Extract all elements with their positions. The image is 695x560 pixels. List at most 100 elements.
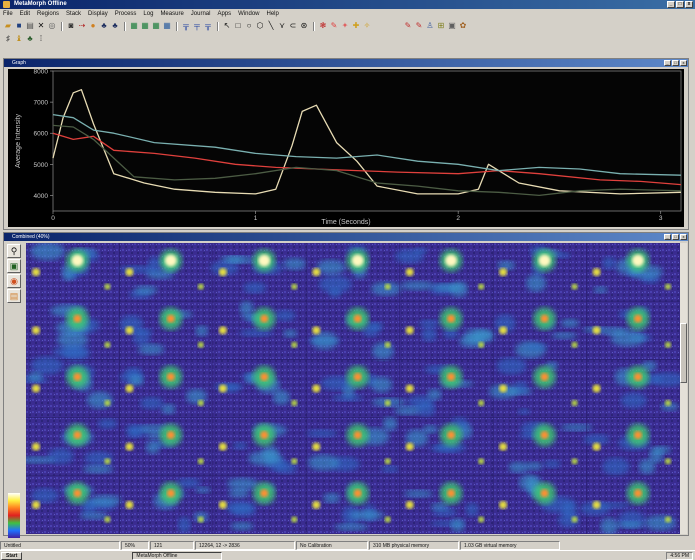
x-axis-label: Time (Seconds) bbox=[321, 219, 370, 226]
start-button[interactable]: Start bbox=[1, 551, 23, 560]
montage-tile bbox=[583, 417, 680, 477]
montage-tile bbox=[26, 417, 120, 477]
status-physical-memory: 310 MB physical memory bbox=[369, 541, 459, 550]
menu-process[interactable]: Process bbox=[114, 11, 137, 17]
y-tick-label: 5000 bbox=[34, 162, 49, 169]
image-maximize-button[interactable]: □ bbox=[672, 234, 679, 240]
magnifier-icon[interactable]: ⚲ bbox=[7, 244, 21, 258]
montage-tile bbox=[399, 300, 495, 360]
menu-log[interactable]: Log bbox=[143, 11, 154, 17]
color-scale-bar bbox=[8, 493, 20, 538]
color-icon[interactable]: ◉ bbox=[7, 274, 21, 288]
y-tick-label: 4000 bbox=[34, 193, 49, 200]
graph-window-title: Graph _ □ x bbox=[4, 59, 688, 67]
taskbar-app-button[interactable]: MetaMorph Offline bbox=[132, 551, 223, 560]
tool-b-icon[interactable]: ♝ bbox=[15, 34, 23, 43]
graph3-icon[interactable]: ▦ bbox=[152, 21, 160, 30]
montage-tile bbox=[212, 417, 307, 477]
image-minimize-button[interactable]: _ bbox=[664, 234, 671, 240]
y-tick-label: 6000 bbox=[34, 131, 49, 138]
rect-tool-icon[interactable]: ╦ bbox=[205, 21, 211, 30]
menu-edit[interactable]: Edit bbox=[19, 11, 31, 17]
graph-minimize-button[interactable]: _ bbox=[664, 60, 671, 66]
montage-tile bbox=[26, 356, 120, 418]
polyline-tool-icon[interactable]: ⬡ bbox=[256, 21, 264, 30]
stack-icon[interactable]: ♣ bbox=[101, 21, 107, 30]
gear-icon[interactable]: ✿ bbox=[459, 21, 467, 30]
image-montage[interactable] bbox=[26, 243, 680, 534]
y-axis: 4000 5000 6000 7000 8000 bbox=[34, 69, 53, 200]
binoculars-icon[interactable]: ● bbox=[90, 21, 96, 30]
copy-icon[interactable]: ◎ bbox=[48, 21, 56, 30]
main-toolbar: ▰ ■ ▤ ✕ ◎ ◙ ⇢ ● ♣ ♣ ▦ ▦ ▦ ▦ ╦ ╤ ╦ ↖ □ ○ … bbox=[0, 20, 695, 32]
image-vertical-scrollbar[interactable] bbox=[680, 243, 687, 534]
arrow-tool-icon[interactable]: ╤ bbox=[194, 21, 200, 30]
pointer-tool-icon[interactable]: ↖ bbox=[223, 21, 231, 30]
palette-icon[interactable]: ❃ bbox=[319, 21, 327, 30]
montage-tile bbox=[492, 417, 593, 477]
stack2-icon[interactable]: ♣ bbox=[112, 21, 118, 30]
menu-regions[interactable]: Regions bbox=[37, 11, 60, 17]
graph-maximize-button[interactable]: □ bbox=[672, 60, 679, 66]
marker-icon[interactable]: ✎ bbox=[415, 21, 423, 30]
pencil-icon[interactable]: ✧ bbox=[363, 21, 371, 30]
flask-icon[interactable]: ♙ bbox=[426, 21, 434, 30]
series-line-4 bbox=[52, 124, 682, 197]
montage-tile bbox=[26, 475, 122, 534]
status-zoom: 50% bbox=[121, 541, 149, 550]
y-tick-label: 8000 bbox=[34, 69, 49, 76]
open-icon[interactable]: ▰ bbox=[4, 21, 12, 30]
stamp-tool-icon[interactable]: ⊛ bbox=[300, 21, 308, 30]
close-button[interactable]: x bbox=[685, 1, 693, 8]
camera-icon[interactable]: ◙ bbox=[68, 21, 74, 30]
menu-window[interactable]: Window bbox=[238, 11, 260, 17]
print-icon[interactable]: ▤ bbox=[26, 21, 34, 30]
x-tick-label: 0 bbox=[51, 215, 55, 222]
tool-a-icon[interactable]: ♯ bbox=[6, 34, 10, 43]
filter2-icon[interactable]: ╦ bbox=[183, 21, 189, 30]
tool-c-icon[interactable]: ♣ bbox=[27, 34, 33, 43]
graph2-icon[interactable]: ▦ bbox=[141, 21, 149, 30]
scrollbar-thumb[interactable] bbox=[680, 323, 687, 383]
image-tool-palette: ⚲ ▣ ◉ ▤ bbox=[6, 243, 24, 538]
brush-icon[interactable]: ✎ bbox=[330, 21, 338, 30]
cut-icon[interactable]: ✕ bbox=[37, 21, 45, 30]
menu-measure[interactable]: Measure bbox=[160, 11, 184, 17]
montage-tile bbox=[395, 243, 494, 302]
region-icon[interactable]: ⇢ bbox=[78, 21, 86, 30]
minimize-button[interactable]: _ bbox=[667, 1, 675, 8]
maximize-button[interactable]: □ bbox=[676, 1, 684, 8]
menu-display[interactable]: Display bbox=[88, 11, 108, 17]
info-icon[interactable]: ⁞ bbox=[39, 34, 43, 43]
eraser-icon[interactable]: ✦ bbox=[341, 21, 349, 30]
trace-tool-icon[interactable]: ⋎ bbox=[279, 21, 285, 30]
y-tick-label: 7000 bbox=[34, 100, 49, 107]
clipboard-icon[interactable]: ▣ bbox=[448, 21, 456, 30]
app-title-bar: MetaMorph Offline _ □ x bbox=[0, 0, 695, 9]
image-icon[interactable]: ▣ bbox=[7, 259, 21, 273]
menu-file[interactable]: File bbox=[3, 11, 13, 17]
image-close-button[interactable]: x bbox=[680, 234, 687, 240]
curve-tool-icon[interactable]: ⊂ bbox=[289, 21, 297, 30]
menu-apps[interactable]: Apps bbox=[217, 11, 232, 17]
menu-journal[interactable]: Journal bbox=[190, 11, 211, 17]
line-tool-icon[interactable]: ╲ bbox=[268, 21, 274, 30]
measure-icon[interactable]: ⊞ bbox=[437, 21, 445, 30]
graph-close-button[interactable]: x bbox=[680, 60, 687, 66]
menu-help[interactable]: Help bbox=[266, 11, 279, 17]
montage-tile bbox=[119, 300, 214, 360]
filter-icon[interactable]: ▦ bbox=[163, 21, 171, 30]
wand-icon[interactable]: ✎ bbox=[404, 21, 412, 30]
save-icon[interactable]: ■ bbox=[16, 21, 22, 30]
graph-icon[interactable]: ▦ bbox=[130, 21, 138, 30]
montage-tile bbox=[579, 475, 680, 534]
layers-icon[interactable]: ▤ bbox=[7, 289, 21, 303]
ellipse-tool-icon[interactable]: □ bbox=[235, 21, 241, 30]
menu-stack[interactable]: Stack bbox=[66, 11, 82, 17]
status-bar: Untitled 50% 121 12264, 12 -> 2836 No Ca… bbox=[0, 541, 695, 550]
plot-area bbox=[52, 70, 682, 212]
circle-tool-icon[interactable]: ○ bbox=[246, 21, 252, 30]
paint-icon[interactable]: ✚ bbox=[352, 21, 360, 30]
montage-tile bbox=[306, 475, 400, 534]
x-tick-label: 2 bbox=[456, 215, 460, 222]
